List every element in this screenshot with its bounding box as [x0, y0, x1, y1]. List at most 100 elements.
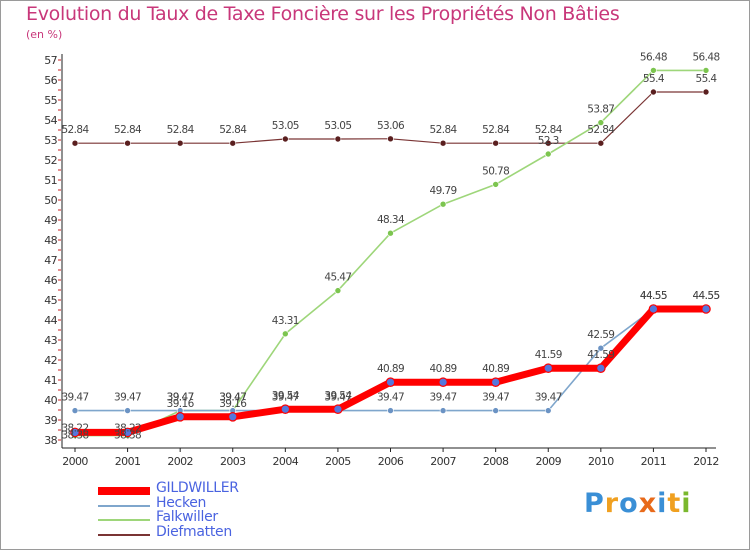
- unit-label: (en %): [26, 28, 63, 41]
- data-point-hecken: [387, 407, 394, 414]
- legend-swatch: [98, 533, 150, 536]
- y-tick-label: 47: [44, 254, 57, 267]
- data-label-hecken: 39.47: [430, 392, 457, 404]
- data-point-diefmatten: [282, 135, 289, 143]
- data-label-gildwiller: 41.59: [587, 349, 614, 361]
- data-label-falkwiller: 45.47: [324, 272, 351, 284]
- y-tick-label: 45: [44, 294, 57, 307]
- data-point-gildwiller: [701, 304, 711, 314]
- data-label-diefmatten: 53.05: [272, 120, 299, 132]
- data-label-falkwiller: 39.47: [167, 392, 194, 404]
- data-point-diefmatten: [702, 88, 710, 96]
- data-label-diefmatten: 52.84: [167, 124, 195, 136]
- legend-swatch: [98, 487, 150, 495]
- proxiti-logo: Proxiti: [584, 488, 692, 519]
- data-label-gildwiller: 44.55: [640, 290, 667, 302]
- y-tick-label: 54: [44, 114, 57, 127]
- x-tick-label: 2004: [273, 455, 299, 468]
- data-point-gildwiller: [227, 411, 238, 422]
- data-point-gildwiller: [333, 404, 343, 414]
- data-label-gildwiller: 38.38: [61, 429, 88, 441]
- data-label-hecken: 39.47: [219, 392, 246, 404]
- data-label-falkwiller: 43.31: [272, 315, 299, 327]
- y-tick-label: 40: [44, 394, 57, 407]
- data-point-gildwiller: [648, 304, 659, 314]
- data-point-gildwiller: [175, 411, 185, 422]
- logo-letter: i: [681, 488, 692, 519]
- data-label-gildwiller: 38.38: [114, 429, 141, 441]
- x-tick-label: 2009: [535, 455, 561, 468]
- data-label-hecken: 39.47: [272, 392, 299, 404]
- y-tick-label: 48: [44, 234, 57, 247]
- y-tick-label: 56: [44, 74, 57, 87]
- logo-letter: r: [604, 488, 620, 519]
- x-tick-label: 2005: [325, 455, 351, 468]
- data-label-diefmatten: 52.84: [535, 124, 563, 136]
- data-point-hecken: [544, 407, 552, 414]
- data-label-diefmatten: 55.4: [643, 73, 665, 85]
- data-label-hecken: 42.59: [587, 329, 614, 341]
- data-point-diefmatten: [387, 135, 394, 143]
- chart-title: Evolution du Taux de Taxe Foncière sur l…: [26, 3, 620, 25]
- data-label-diefmatten: 52.84: [61, 124, 89, 136]
- y-tick-label: 39: [44, 414, 57, 427]
- data-label-hecken: 39.47: [535, 392, 562, 404]
- logo-letter: o: [619, 488, 639, 519]
- y-tick-label: 42: [44, 354, 57, 367]
- data-point-gildwiller: [438, 377, 448, 387]
- x-tick-label: 2001: [115, 455, 141, 468]
- data-label-gildwiller: 39.16: [219, 398, 247, 410]
- data-point-falkwiller: [492, 181, 499, 188]
- y-tick-label: 51: [44, 174, 57, 187]
- data-point-diefmatten: [124, 139, 131, 147]
- data-label-hecken: 44.55: [640, 290, 667, 302]
- data-point-diefmatten: [334, 135, 342, 143]
- y-tick-label: 52: [44, 154, 57, 167]
- data-point-falkwiller: [597, 119, 605, 126]
- y-tick-label: 44: [44, 314, 57, 327]
- y-tick-label: 46: [44, 274, 57, 287]
- data-point-falkwiller: [282, 330, 289, 338]
- data-label-falkwiller: 52.3: [538, 135, 559, 147]
- x-tick-label: 2012: [693, 455, 719, 468]
- data-label-falkwiller: 56.48: [640, 51, 667, 63]
- data-point-diefmatten: [544, 139, 552, 147]
- data-point-hecken: [492, 407, 499, 414]
- data-label-diefmatten: 52.84: [482, 124, 510, 136]
- data-label-diefmatten: 52.84: [219, 124, 247, 136]
- data-point-hecken: [71, 407, 79, 414]
- x-tick-label: 2003: [220, 455, 246, 468]
- data-label-diefmatten: 55.4: [696, 73, 718, 85]
- data-label-gildwiller: 40.89: [482, 363, 509, 375]
- data-label-hecken: 39.47: [482, 392, 509, 404]
- logo-letter: t: [667, 488, 682, 519]
- data-label-hecken: 39.47: [114, 392, 141, 404]
- data-label-falkwiller: 38.22: [61, 423, 88, 435]
- data-label-falkwiller: 49.79: [430, 185, 457, 197]
- logo-letter: P: [584, 488, 605, 519]
- data-label-gildwiller: 39.16: [167, 398, 195, 410]
- data-point-diefmatten: [597, 139, 605, 147]
- data-label-diefmatten: 53.05: [324, 120, 351, 132]
- x-tick-label: 2011: [641, 455, 667, 468]
- data-label-falkwiller: 50.78: [482, 165, 509, 177]
- legend-label: GILDWILLER: [156, 480, 239, 496]
- data-point-diefmatten: [229, 139, 237, 147]
- data-point-gildwiller: [280, 404, 291, 414]
- data-point-hecken: [439, 407, 447, 414]
- data-point-falkwiller: [439, 200, 447, 208]
- data-point-gildwiller: [543, 363, 554, 373]
- legend-label: Diefmatten: [156, 523, 232, 540]
- data-label-diefmatten: 52.84: [114, 124, 142, 136]
- data-point-gildwiller: [596, 363, 606, 373]
- x-tick-label: 2000: [62, 455, 88, 468]
- data-label-gildwiller: 40.89: [430, 363, 457, 375]
- y-tick-label: 38: [44, 434, 57, 447]
- data-point-falkwiller: [387, 229, 394, 237]
- data-label-diefmatten: 52.84: [587, 124, 615, 136]
- x-tick-label: 2002: [167, 455, 193, 468]
- data-label-gildwiller: 44.55: [692, 290, 719, 302]
- x-tick-label: 2008: [483, 455, 509, 468]
- data-label-gildwiller: 39.54: [324, 390, 352, 402]
- data-label-falkwiller: 38.22: [114, 423, 141, 435]
